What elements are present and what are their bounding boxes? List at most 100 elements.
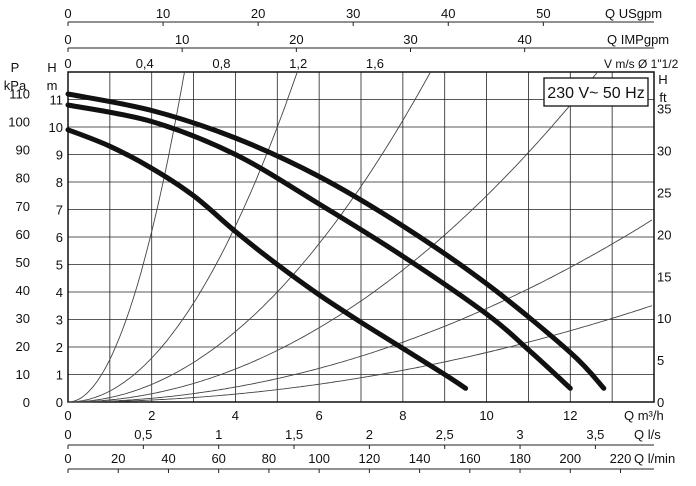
- lmin-scale-tick-label: 160: [459, 451, 481, 466]
- voltage-badge: 230 V~ 50 Hz: [547, 85, 644, 102]
- ls-scale-tick-label: 0,5: [134, 427, 152, 442]
- system-curve: [68, 71, 298, 403]
- usgpm-scale-label: Q USgpm: [605, 6, 662, 21]
- velocity-tick-label: 1,6: [366, 56, 384, 71]
- ls-scale-tick-label: 0: [64, 427, 71, 442]
- y-tick-label-kpa: 30: [16, 311, 30, 326]
- y-tick-label-m: 10: [49, 120, 63, 135]
- system-curve: [68, 71, 431, 403]
- system-curve: [68, 305, 653, 403]
- lmin-scale-tick-label: 20: [111, 451, 125, 466]
- y-tick-label-m: 7: [56, 203, 63, 218]
- impgpm-scale-tick-label: 40: [517, 32, 531, 47]
- y-tick-label-kpa: 70: [16, 199, 30, 214]
- x-axis-label-m3h: Q m³/h: [624, 408, 664, 423]
- velocity-scale-label: V m/s Ø 1"1/2: [604, 57, 679, 71]
- usgpm-scale-tick-label: 20: [251, 6, 265, 21]
- velocity-tick-label: 1,2: [289, 56, 307, 71]
- x-tick-label-m3h: 2: [148, 408, 155, 423]
- y-axis-label-kpa: kPa: [4, 78, 27, 93]
- plot-frame: [67, 71, 655, 403]
- x-tick-label-m3h: 10: [479, 408, 493, 423]
- x-tick-label-m3h: 0: [64, 408, 71, 423]
- ls-scale-label: Q l/s: [634, 427, 661, 442]
- y-axis-label-h-ft: H: [658, 72, 667, 87]
- ls-scale-tick-label: 1: [215, 427, 222, 442]
- system-curve: [67, 71, 185, 403]
- usgpm-scale-tick-label: 0: [64, 6, 71, 21]
- impgpm-scale-tick-label: 20: [289, 32, 303, 47]
- y-tick-label-kpa: 50: [16, 255, 30, 270]
- x-tick-label-m3h: 6: [316, 408, 323, 423]
- y-tick-label-ft: 25: [657, 185, 671, 200]
- velocity-tick-label: 0,8: [212, 56, 230, 71]
- usgpm-scale-tick-label: 40: [441, 6, 455, 21]
- ls-scale-tick-label: 2: [366, 427, 373, 442]
- y-tick-label-ft: 0: [657, 395, 664, 410]
- velocity-tick-label: 0: [64, 56, 71, 71]
- y-tick-label-kpa: 0: [23, 395, 30, 410]
- y-tick-label-kpa: 100: [8, 115, 30, 130]
- y-tick-label-kpa: 10: [16, 367, 30, 382]
- y-tick-label-ft: 15: [657, 269, 671, 284]
- impgpm-scale-tick-label: 30: [403, 32, 417, 47]
- y-tick-label-ft: 20: [657, 227, 671, 242]
- lmin-scale-tick-label: 200: [559, 451, 581, 466]
- y-tick-label-kpa: 110: [9, 87, 30, 102]
- y-tick-label-ft: 5: [657, 353, 664, 368]
- impgpm-scale-label: Q IMPgpm: [607, 32, 669, 47]
- y-tick-label-m: 9: [56, 148, 63, 163]
- pump-curve: [65, 127, 469, 391]
- velocity-tick-label: 0,4: [136, 56, 154, 71]
- lmin-scale-tick-label: 140: [409, 451, 431, 466]
- ls-scale-tick-label: 3,5: [586, 427, 604, 442]
- lmin-scale-tick-label: 60: [211, 451, 225, 466]
- pump-curve: [65, 91, 607, 391]
- y-axis-label-ft: ft: [659, 90, 667, 105]
- y-tick-label-ft: 30: [657, 144, 671, 159]
- usgpm-scale-tick-label: 30: [346, 6, 360, 21]
- lmin-scale-tick-label: 180: [509, 451, 531, 466]
- y-tick-label-m: 6: [56, 230, 63, 245]
- lmin-scale-tick-label: 0: [64, 451, 71, 466]
- y-tick-label-m: 4: [56, 285, 63, 300]
- y-tick-label-kpa: 60: [16, 227, 30, 242]
- lmin-scale-tick-label: 100: [308, 451, 330, 466]
- y-tick-label-m: 11: [50, 93, 64, 108]
- x-tick-label-m3h: 8: [399, 408, 406, 423]
- lmin-scale-tick-label: 120: [359, 451, 381, 466]
- y-tick-label-kpa: 80: [16, 171, 30, 186]
- system-curve: [68, 219, 653, 403]
- lmin-scale-tick-label: 80: [262, 451, 276, 466]
- y-tick-label-m: 0: [56, 395, 63, 410]
- y-axis-label-h: H: [47, 60, 56, 75]
- ls-scale-tick-label: 3: [516, 427, 523, 442]
- y-tick-label-ft: 10: [657, 311, 671, 326]
- y-tick-label-m: 8: [56, 175, 63, 190]
- lmin-scale-label: Q l/min: [634, 451, 675, 466]
- y-axis-label-p: P: [11, 60, 20, 75]
- y-tick-label-kpa: 20: [16, 339, 30, 354]
- y-axis-label-m: m: [47, 78, 58, 93]
- ls-scale-tick-label: 1,5: [285, 427, 303, 442]
- y-tick-label-ft: 35: [657, 102, 671, 117]
- y-tick-label-m: 1: [56, 368, 63, 383]
- y-tick-label-kpa: 90: [16, 143, 30, 158]
- pump-curve: [65, 102, 573, 391]
- usgpm-scale-tick-label: 50: [536, 6, 550, 21]
- system-curve: [68, 71, 598, 403]
- impgpm-scale-tick-label: 10: [175, 32, 189, 47]
- y-tick-label-m: 3: [56, 313, 63, 328]
- voltage-badge-box: [543, 77, 649, 107]
- impgpm-scale-tick-label: 0: [64, 32, 71, 47]
- usgpm-scale-tick-label: 10: [156, 6, 170, 21]
- ls-scale-tick-label: 2,5: [436, 427, 454, 442]
- y-tick-label-kpa: 40: [16, 283, 30, 298]
- lmin-scale-tick-label: 40: [161, 451, 175, 466]
- y-tick-label-m: 2: [56, 340, 63, 355]
- lmin-scale-tick-label: 220: [610, 451, 632, 466]
- y-tick-label-m: 5: [56, 258, 63, 273]
- x-tick-label-m3h: 12: [563, 408, 577, 423]
- x-tick-label-m3h: 4: [232, 408, 239, 423]
